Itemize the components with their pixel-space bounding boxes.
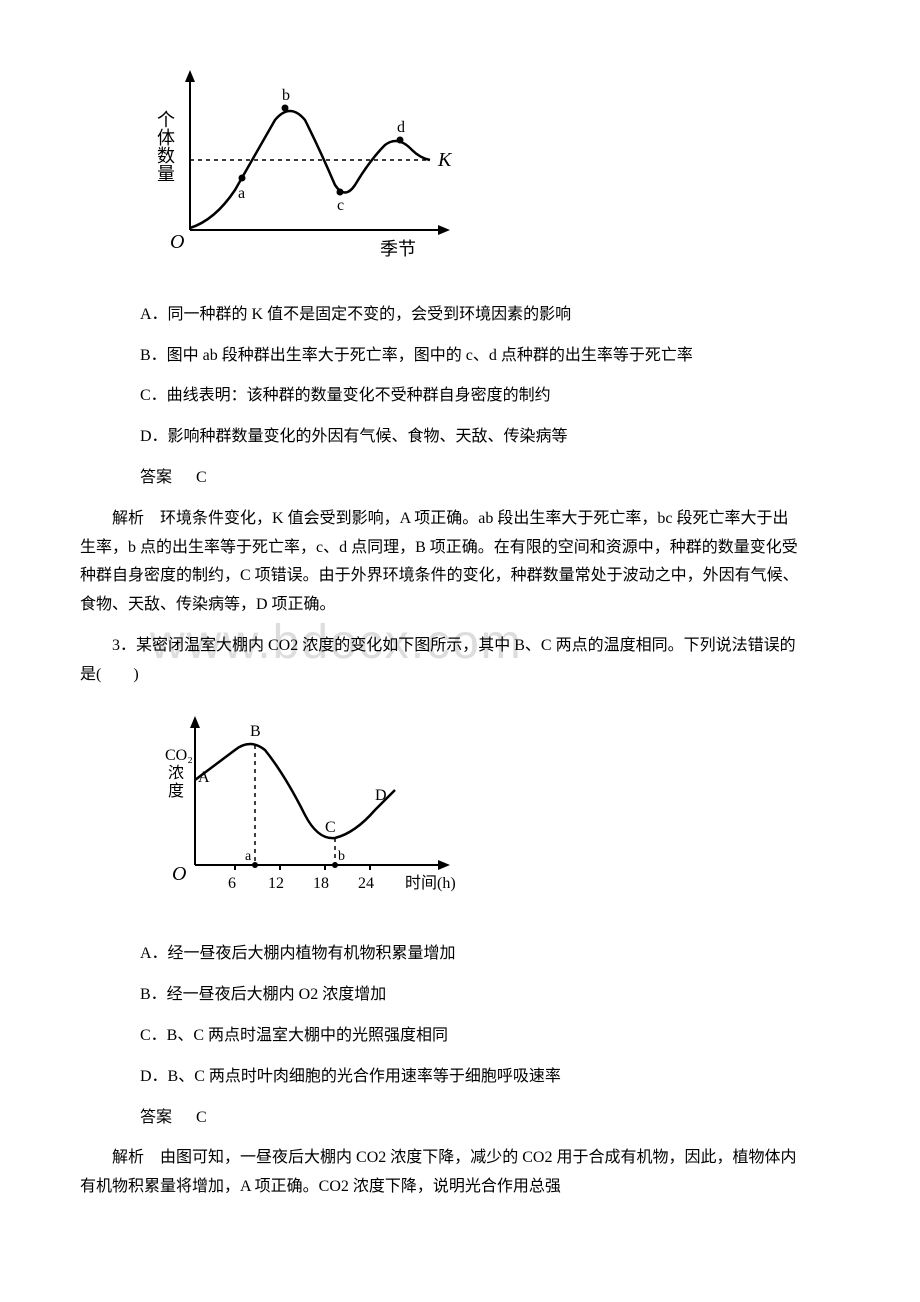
q3-explanation-text: 由图可知，一昼夜后大棚内 CO2 浓度下降，减少的 CO2 用于合成有机物，因此…	[80, 1149, 797, 1195]
chart2-y-label: CO₂浓度	[165, 747, 193, 800]
chart1-point-b: b	[282, 87, 290, 104]
chart2-x-label: 时间(h)	[405, 874, 456, 892]
chart2-xtick-12: 12	[268, 875, 284, 892]
q3-explanation-label: 解析	[112, 1149, 144, 1166]
chart2-xtick-24: 24	[358, 875, 374, 892]
q2-answer-label: 答案	[140, 469, 172, 486]
chart1-y-label: 个体数量	[155, 110, 175, 182]
q3-answer: 答案 C	[140, 1104, 860, 1133]
q2-explanation-label: 解析	[112, 510, 144, 527]
q2-answer: 答案 C	[140, 464, 860, 493]
q2-option-a: A．同一种群的 K 值不是固定不变的，会受到环境因素的影响	[140, 301, 860, 330]
chart1-x-label: 季节	[380, 239, 416, 259]
q2-option-b: B．图中 ab 段种群出生率大于死亡率，图中的 c、d 点种群的出生率等于死亡率	[140, 342, 860, 371]
chart1-k-label: K	[437, 149, 453, 171]
q3-option-c: C．B、C 两点时温室大棚中的光照强度相同	[140, 1022, 860, 1051]
chart2-point-B: B	[250, 723, 261, 740]
q2-option-d: D．影响种群数量变化的外因有气候、食物、天敌、传染病等	[140, 423, 860, 452]
chart2-xtick-6: 6	[228, 875, 236, 892]
q3-stem: 3．某密闭温室大棚内 CO2 浓度的变化如下图所示，其中 B、C 两点的温度相同…	[80, 632, 800, 690]
q3-option-a: A．经一昼夜后大棚内植物有机物积累量增加	[140, 940, 860, 969]
q2-explanation: 解析 环境条件变化，K 值会受到影响，A 项正确。ab 段出生率大于死亡率，bc…	[80, 505, 800, 620]
chart1-point-a: a	[238, 185, 245, 202]
chart2-point-a: a	[245, 849, 252, 864]
chart2-origin: O	[172, 863, 186, 885]
population-chart: 个体数量 O 季节 K a b c d	[140, 60, 860, 281]
q3-answer-label: 答案	[140, 1109, 172, 1126]
q3-option-b: B．经一昼夜后大棚内 O2 浓度增加	[140, 981, 860, 1010]
q2-option-c: C．曲线表明：该种群的数量变化不受种群自身密度的制约	[140, 382, 860, 411]
chart2-xtick-18: 18	[313, 875, 329, 892]
q3-explanation: 解析 由图可知，一昼夜后大棚内 CO2 浓度下降，减少的 CO2 用于合成有机物…	[80, 1144, 800, 1202]
chart1-point-d: d	[397, 119, 405, 136]
chart2-point-D: D	[375, 787, 387, 804]
q2-explanation-text: 环境条件变化，K 值会受到影响，A 项正确。ab 段出生率大于死亡率，bc 段死…	[80, 510, 799, 613]
q2-answer-value: C	[196, 469, 207, 486]
chart1-point-c: c	[337, 197, 344, 214]
co2-chart: CO₂浓度 O 6 12 18 24 时间(h) A B C D a b	[140, 710, 860, 921]
chart2-point-b: b	[338, 849, 345, 864]
q3-answer-value: C	[196, 1109, 207, 1126]
q3-option-d: D．B、C 两点时叶肉细胞的光合作用速率等于细胞呼吸速率	[140, 1063, 860, 1092]
chart2-point-A: A	[198, 769, 210, 786]
chart1-origin: O	[170, 231, 184, 253]
chart2-point-C: C	[325, 819, 336, 836]
